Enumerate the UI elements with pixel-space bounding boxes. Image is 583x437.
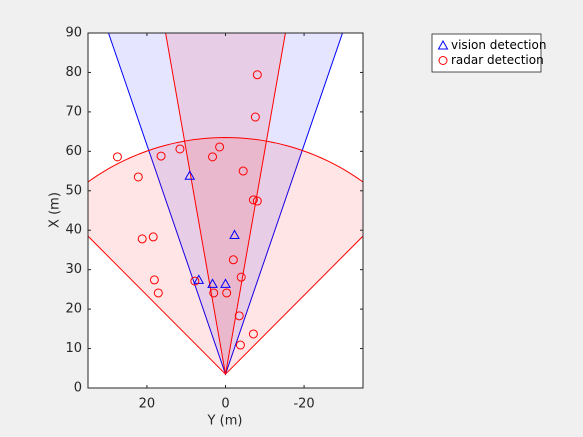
y-tick-label: 40 [65,223,82,238]
marker-circle [153,288,163,298]
marker-circle [438,56,448,65]
marker-circle [252,196,262,206]
marker-circle [215,142,225,152]
y-tick-label: 50 [65,183,82,198]
coverage-area [165,33,286,375]
marker-triangle [184,170,196,180]
x-tick-label: 0 [221,397,229,412]
marker-circle [252,70,262,80]
y-tick-label: 60 [65,144,82,159]
marker-triangle [220,278,231,288]
y-tick-label: 0 [74,381,82,396]
y-tick-label: 30 [65,262,82,277]
legend-box [431,33,542,73]
axes-layer: 0 10 20 30 40 50 60 70 80 90 20 0 -20 [65,26,364,412]
marker-triangle [207,278,218,288]
marker-circle [222,288,232,298]
coverage-area [88,137,363,375]
marker-circle [228,255,238,265]
marker-circle [248,195,258,205]
marker-circle [250,112,260,122]
marker-circle [149,275,159,285]
plot-area [88,33,363,388]
marker-triangle [437,39,449,50]
coverage-area [107,33,344,376]
coverage-layer [88,33,363,376]
y-axis-label: X (m) [48,192,63,228]
y-tick-label: 90 [65,26,82,41]
marker-circle [248,329,258,339]
marker-circle [238,166,248,176]
marker-circle [235,340,245,350]
y-tick-label: 10 [65,341,82,356]
marker-circle [133,172,143,182]
marker-circle [234,311,244,321]
x-axis-label: Y (m) [207,414,243,429]
y-tick-label: 20 [65,302,82,317]
x-tick-label: -20 [293,397,314,412]
marker-triangle [193,274,205,284]
marker-circle [190,276,200,286]
marker-circle [137,234,147,244]
y-tick-label: 80 [65,65,82,80]
legend-label: radar detection [451,53,544,67]
marker-circle [148,232,158,242]
marker-circle [236,272,246,282]
marker-circle [209,288,219,298]
marker-triangle [229,229,240,239]
legend-label: vision detection [451,38,546,52]
points-layer [112,70,262,350]
marker-circle [175,144,185,154]
marker-circle [208,152,218,162]
marker-circle [112,152,122,162]
marker-circle [156,151,166,161]
x-tick-label: 20 [139,397,156,412]
y-tick-label: 70 [65,104,82,119]
